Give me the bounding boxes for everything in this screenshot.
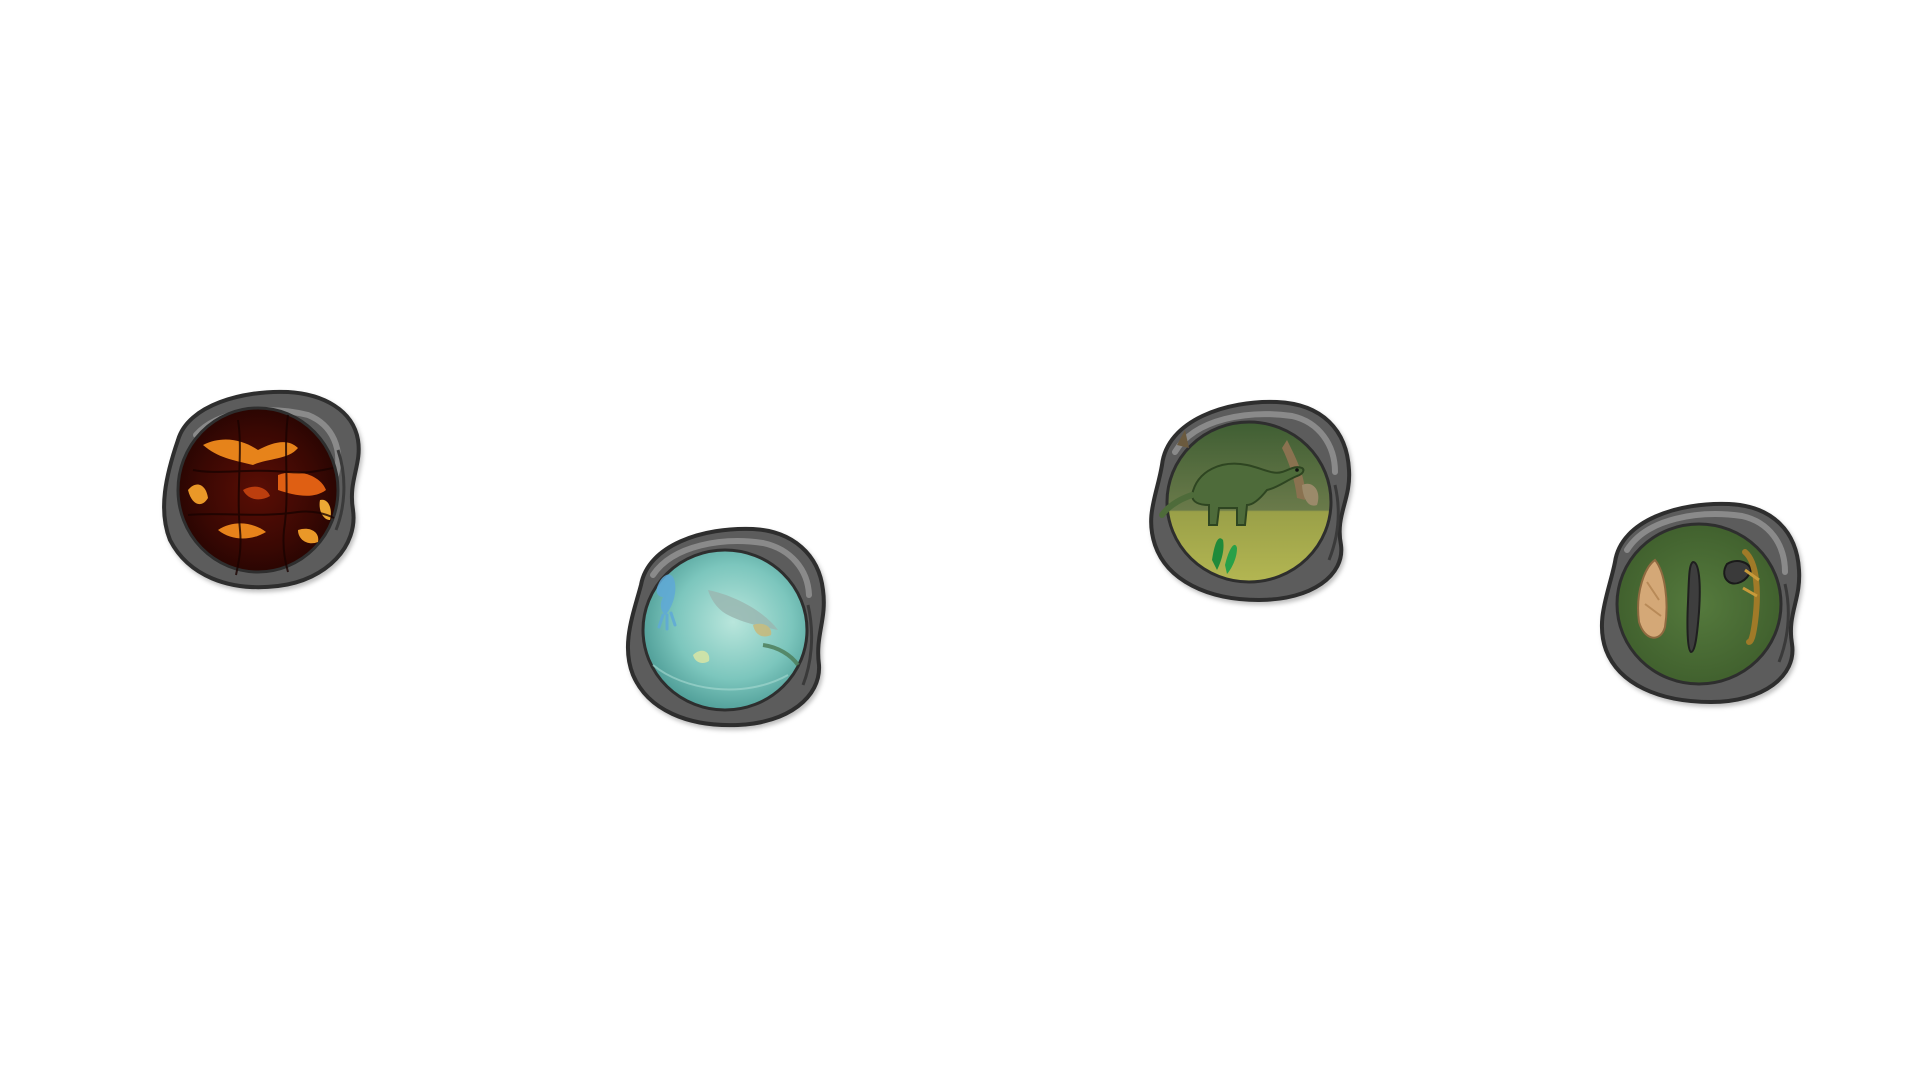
era-button-ocean[interactable] bbox=[613, 515, 833, 735]
era-button-dinosaur[interactable] bbox=[1137, 390, 1357, 610]
era-button-lava[interactable] bbox=[148, 380, 368, 600]
primordial-ocean-icon bbox=[625, 526, 826, 728]
era-button-stone-tools[interactable] bbox=[1587, 492, 1807, 712]
dinosaur-era-icon bbox=[1149, 399, 1352, 603]
molten-lava-icon bbox=[162, 389, 361, 590]
stone-age-tools-icon bbox=[1599, 501, 1802, 705]
